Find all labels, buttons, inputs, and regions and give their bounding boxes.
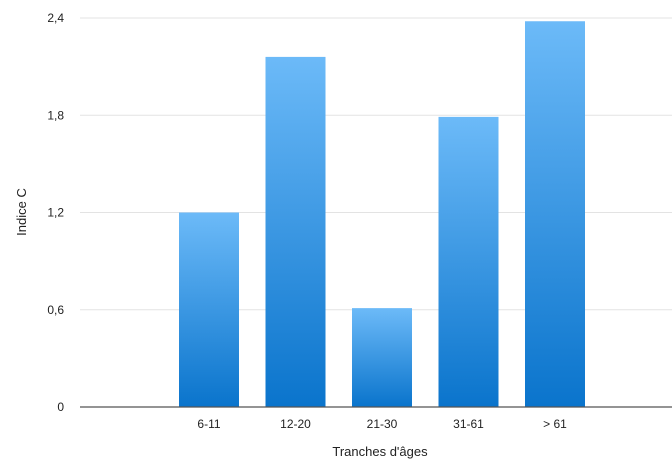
- y-tick-label: 0: [57, 400, 64, 414]
- x-tick-label: 31-61: [453, 417, 484, 431]
- x-tick-labels: 6-11 12-20 21-30 31-61 > 61: [197, 417, 567, 431]
- bars: [179, 21, 585, 408]
- y-tick-label: 1,2: [47, 206, 64, 220]
- bar-61: [525, 21, 585, 407]
- bar-6-11: [179, 212, 239, 407]
- bar-31-61: [438, 116, 499, 407]
- x-tick-label: 12-20: [280, 417, 311, 431]
- bar-12-20: [265, 56, 326, 408]
- y-tick-label: 0,6: [47, 303, 64, 317]
- y-tick-label: 2,4: [47, 11, 64, 25]
- y-tick-label: 1,8: [47, 108, 64, 122]
- bar-21-30: [352, 308, 412, 407]
- x-tick-label: 21-30: [367, 417, 398, 431]
- x-axis-title: Tranches d'âges: [332, 444, 428, 459]
- y-tick-labels: 0 0,6 1,2 1,8 2,4: [47, 11, 64, 414]
- x-tick-label: > 61: [543, 417, 567, 431]
- y-axis-title: Indice C: [14, 188, 29, 236]
- x-tick-label: 6-11: [197, 417, 220, 431]
